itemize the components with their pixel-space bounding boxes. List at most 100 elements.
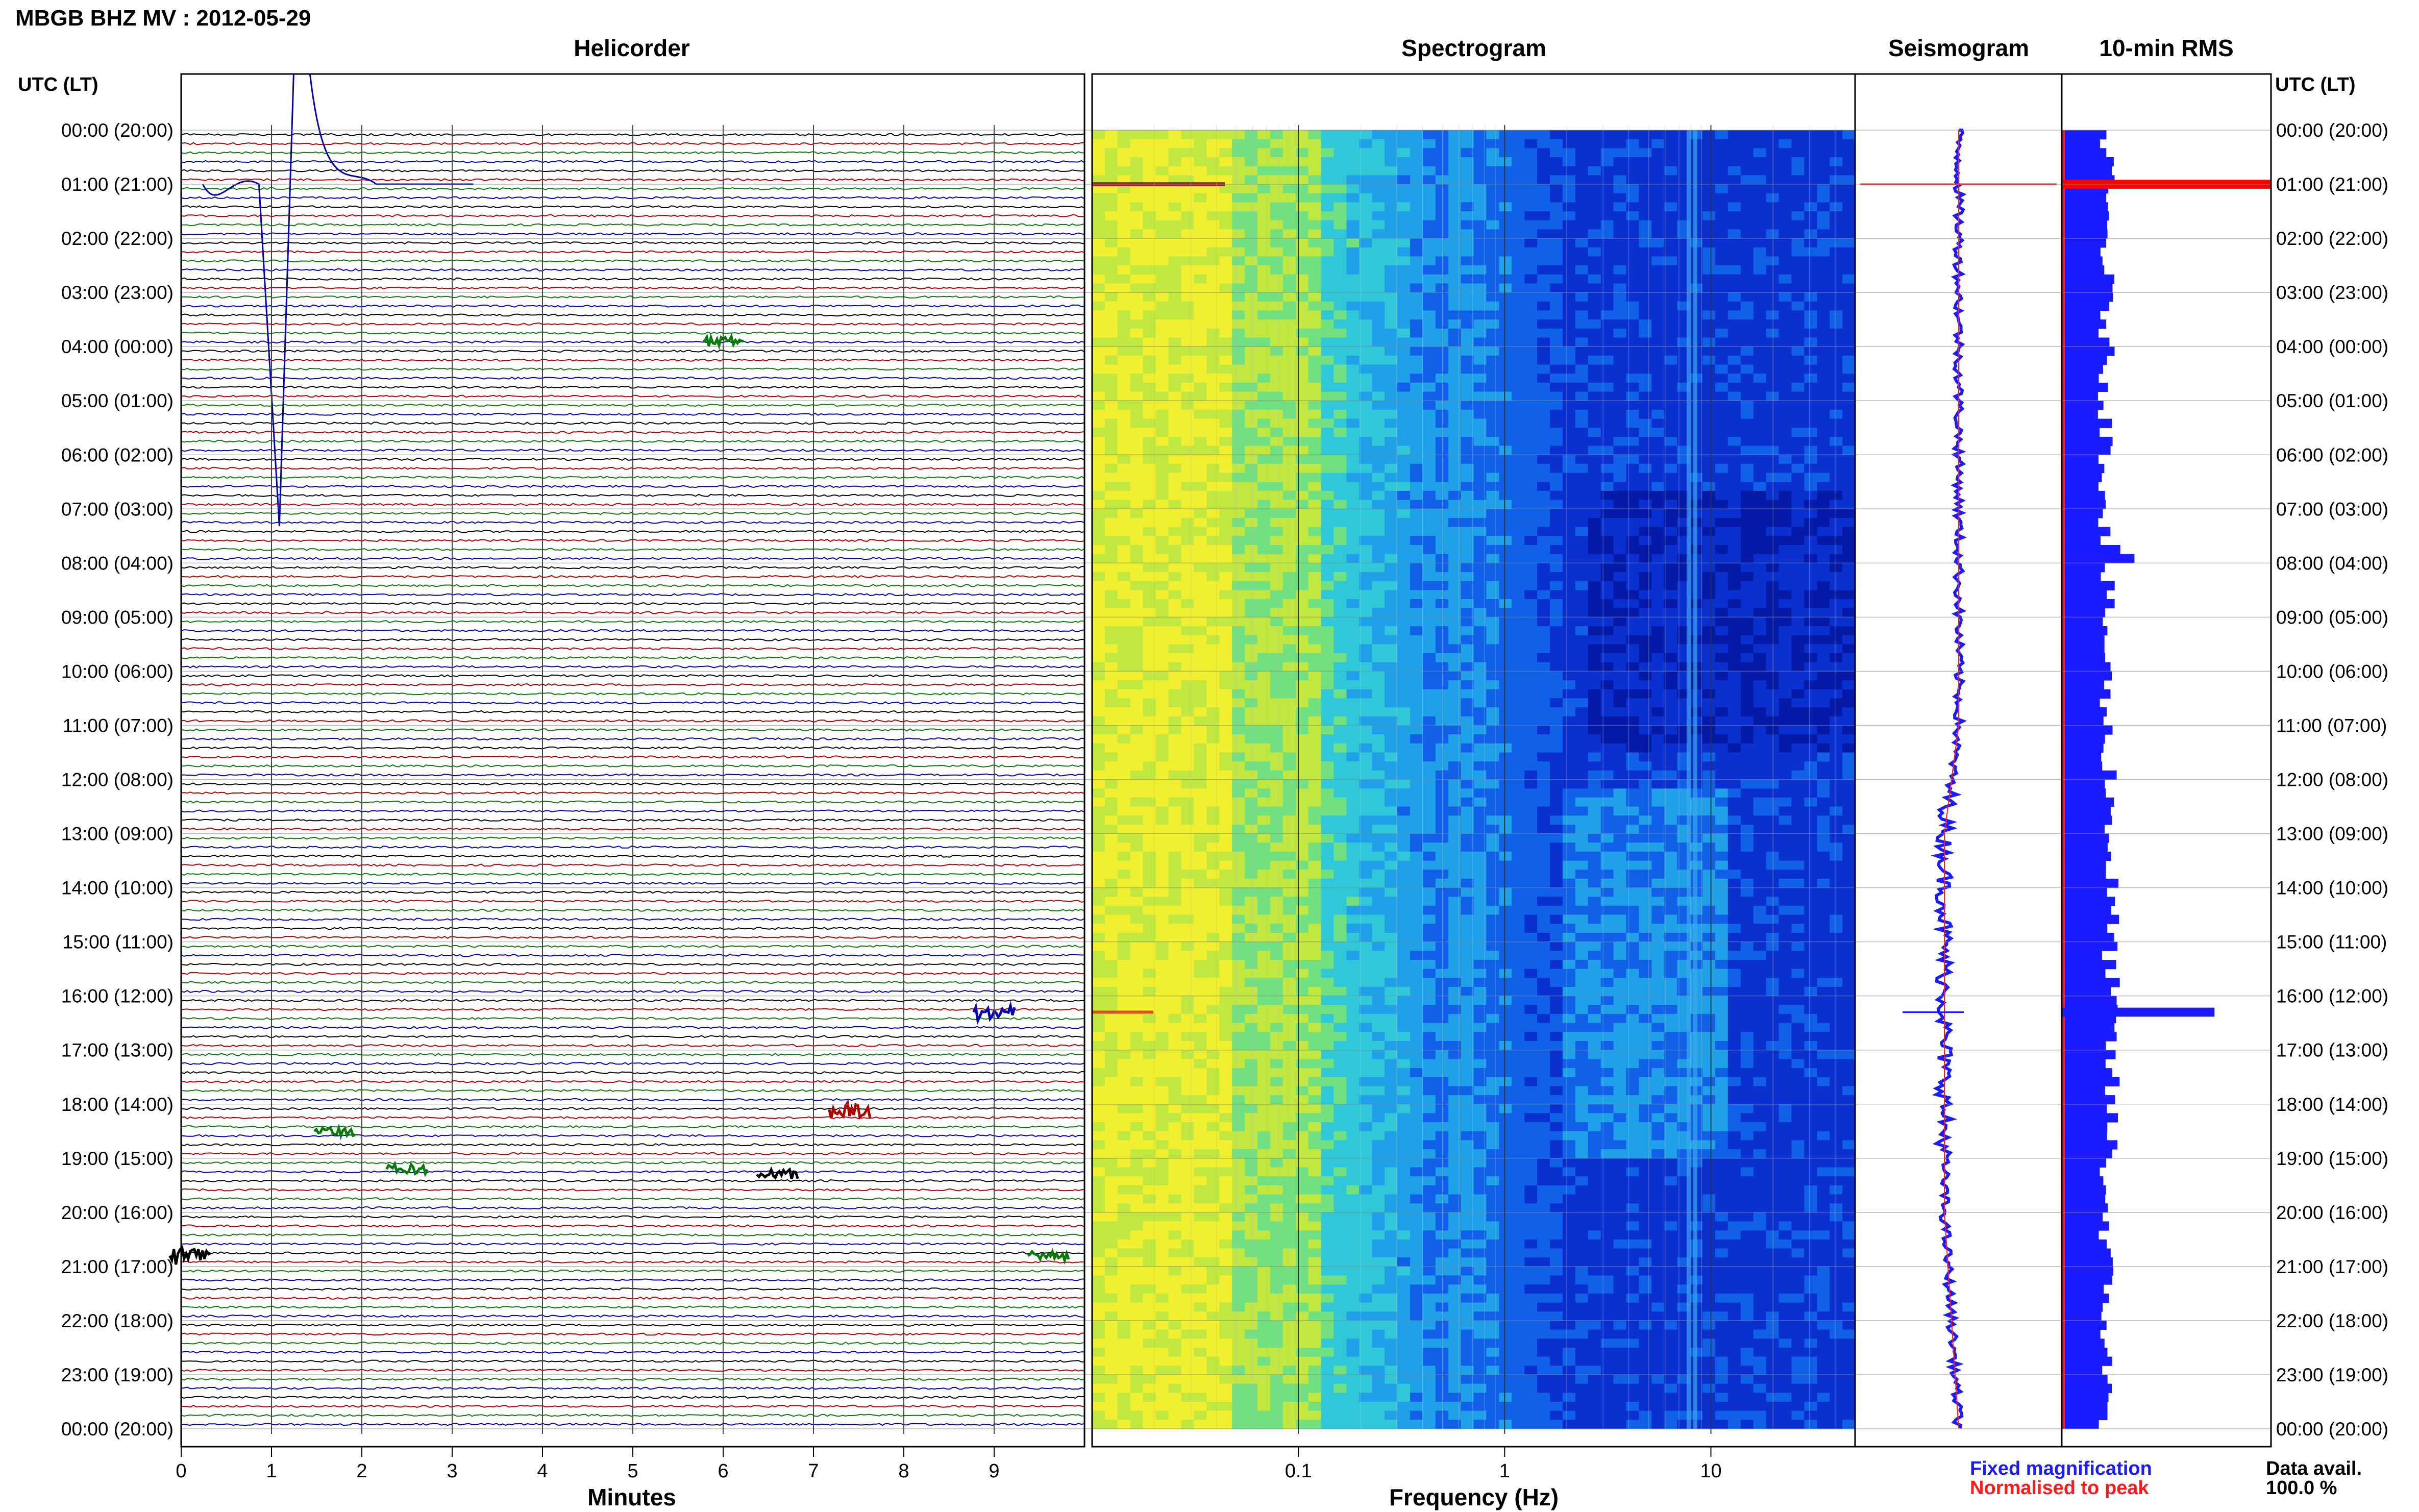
spectrogram-cell bbox=[1295, 833, 1309, 843]
spectrogram-cell bbox=[1385, 364, 1398, 374]
spectrogram-cell bbox=[1422, 734, 1436, 744]
spectrogram-cell bbox=[1410, 788, 1423, 798]
spectrogram-cell bbox=[1270, 518, 1283, 528]
spectrogram-cell bbox=[1397, 337, 1411, 347]
spectrogram-cell bbox=[1295, 391, 1309, 401]
spectrogram-cell bbox=[1766, 220, 1780, 230]
spectrogram-cell bbox=[1575, 554, 1589, 563]
spectrogram-cell bbox=[1359, 202, 1372, 212]
spectrogram-cell bbox=[1588, 680, 1601, 690]
spectrogram-cell bbox=[1550, 184, 1563, 194]
spectrogram-cell bbox=[1639, 761, 1652, 771]
spectrogram-cell bbox=[1372, 833, 1385, 843]
spectrogram-cell bbox=[1385, 401, 1398, 410]
spectrogram-cell bbox=[1702, 779, 1716, 789]
spectrogram-cell bbox=[1092, 599, 1105, 609]
spectrogram-cell bbox=[1588, 689, 1601, 699]
spectrogram-cell bbox=[1295, 229, 1309, 239]
spectrogram-cell bbox=[1817, 599, 1830, 609]
spectrogram-cell bbox=[1740, 743, 1754, 753]
spectrogram-cell bbox=[1626, 842, 1639, 852]
spectrogram-cell bbox=[1804, 175, 1817, 185]
spectrogram-cell bbox=[1270, 229, 1283, 239]
spectrogram-cell bbox=[1397, 725, 1411, 735]
spectrogram-cell bbox=[1410, 608, 1423, 617]
spectrogram-cell bbox=[1194, 527, 1207, 536]
spectrogram-cell bbox=[1422, 842, 1436, 852]
spectrogram-cell bbox=[1181, 752, 1194, 762]
spectrogram-cell bbox=[1270, 346, 1283, 356]
spectrogram-cell bbox=[1651, 418, 1665, 428]
spectrogram-cell bbox=[1206, 202, 1220, 212]
spectrogram-cell bbox=[1562, 581, 1576, 590]
spectrogram-cell bbox=[1257, 860, 1271, 870]
spectrogram-cell bbox=[1232, 220, 1245, 230]
spectrogram-cell bbox=[1600, 301, 1614, 311]
spectrogram-cell bbox=[1842, 166, 1856, 176]
spectrogram-cell bbox=[1562, 490, 1576, 501]
spectrogram-cell bbox=[1651, 572, 1665, 582]
spectrogram-cell bbox=[1588, 500, 1601, 509]
spectrogram-cell bbox=[1257, 752, 1271, 762]
spectrogram-cell bbox=[1397, 292, 1411, 302]
spectrogram-cell bbox=[1791, 428, 1805, 437]
spectrogram-cell bbox=[1359, 779, 1372, 789]
spectrogram-cell bbox=[1727, 364, 1741, 374]
spectrogram-cell bbox=[1104, 806, 1118, 816]
spectrogram-cell bbox=[1130, 554, 1144, 563]
spectrogram-cell bbox=[1448, 247, 1462, 257]
spectrogram-cell bbox=[1791, 247, 1805, 257]
spectrogram-cell bbox=[1537, 851, 1550, 861]
spectrogram-cell bbox=[1168, 211, 1181, 221]
spectrogram-cell bbox=[1537, 193, 1550, 203]
spectrogram-cell bbox=[1282, 256, 1296, 266]
spectrogram-cell bbox=[1600, 274, 1614, 284]
spectrogram-cell bbox=[1461, 626, 1474, 636]
spectrogram-cell bbox=[1473, 401, 1487, 410]
spectrogram-cell bbox=[1588, 428, 1601, 437]
spectrogram-cell bbox=[1766, 509, 1780, 518]
spectrogram-cell bbox=[1245, 401, 1258, 410]
spectrogram-cell bbox=[1550, 455, 1563, 464]
spectrogram-cell bbox=[1448, 842, 1462, 852]
spectrogram-cell bbox=[1550, 527, 1563, 536]
spectrogram-cell bbox=[1422, 283, 1436, 293]
spectrogram-cell bbox=[1753, 500, 1767, 509]
spectrogram-cell bbox=[1410, 761, 1423, 771]
spectrogram-cell bbox=[1143, 229, 1156, 239]
spectrogram-cell bbox=[1473, 482, 1487, 491]
spectrogram-cell bbox=[1372, 157, 1385, 167]
spectrogram-cell bbox=[1308, 743, 1322, 753]
spectrogram-cell bbox=[1626, 617, 1639, 627]
spectrogram-cell bbox=[1537, 247, 1550, 257]
spectrogram-cell bbox=[1779, 166, 1792, 176]
spectrogram-cell bbox=[1550, 265, 1563, 275]
spectrogram-cell bbox=[1613, 752, 1627, 762]
spectrogram-cell bbox=[1346, 626, 1360, 636]
spectrogram-cell bbox=[1702, 418, 1716, 428]
spectrogram-cell bbox=[1766, 824, 1780, 834]
spectrogram-cell bbox=[1613, 779, 1627, 789]
spectrogram-cell bbox=[1270, 689, 1283, 699]
spectrogram-cell bbox=[1104, 779, 1118, 789]
spectrogram-cell bbox=[1117, 157, 1131, 167]
spectrogram-cell bbox=[1830, 247, 1843, 257]
spectrogram-cell bbox=[1397, 833, 1411, 843]
spectrogram-cell bbox=[1791, 527, 1805, 536]
spectrogram-cell bbox=[1766, 473, 1780, 482]
spectrogram-cell bbox=[1435, 139, 1449, 148]
spectrogram-cell bbox=[1130, 761, 1144, 771]
spectrogram-cell bbox=[1206, 401, 1220, 410]
spectrogram-cell bbox=[1448, 770, 1462, 780]
spectrogram-cell bbox=[1282, 139, 1296, 148]
spectrogram-cell bbox=[1486, 382, 1499, 392]
spectrogram-cell bbox=[1410, 527, 1423, 536]
spectrogram-cell bbox=[1842, 554, 1856, 563]
spectrogram-cell bbox=[1181, 391, 1194, 401]
spectrogram-cell bbox=[1639, 148, 1652, 158]
spectrogram-cell bbox=[1245, 707, 1258, 717]
spectrogram-cell bbox=[1385, 545, 1398, 555]
spectrogram-cell bbox=[1346, 716, 1360, 726]
spectrogram-cell bbox=[1194, 220, 1207, 230]
spectrogram-cell bbox=[1232, 455, 1245, 464]
